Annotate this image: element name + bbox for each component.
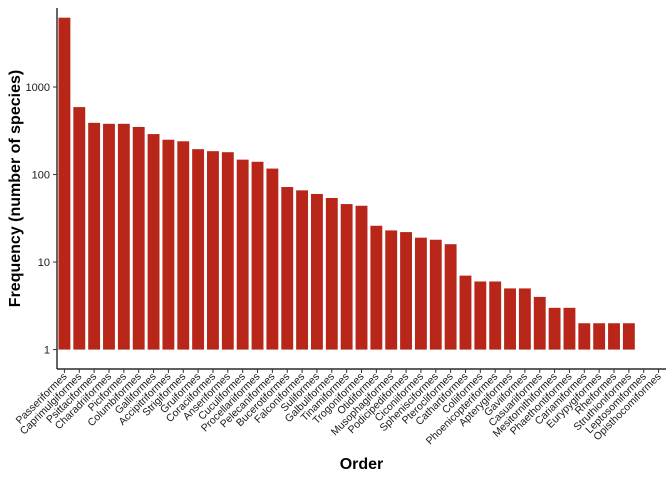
bars-group: [58, 17, 635, 350]
y-tick-label: 100: [32, 170, 50, 182]
bar-coraciiformes: [207, 151, 219, 350]
bar-passeriformes: [58, 17, 71, 350]
y-axis-title: Frequency (number of species): [7, 70, 24, 307]
bar-falconiformes: [296, 190, 309, 350]
bar-pelecaniformes: [266, 168, 279, 350]
bar-tinamiformes: [340, 204, 353, 350]
bar-columbiformes: [132, 126, 145, 350]
y-ticks-group: 1 10 100 1000: [26, 82, 57, 357]
bar-galliformes: [147, 134, 160, 350]
bar-pterocliformes: [444, 244, 457, 350]
bar-sphenisciformes: [429, 239, 442, 350]
bar-accipitriformes: [162, 139, 175, 350]
bar-rheiformes: [608, 323, 620, 350]
bar-cathartiformes: [459, 275, 472, 350]
y-tick-label: 10: [38, 257, 50, 269]
bar-phaethontiformes: [563, 307, 576, 350]
bar-anseriformes: [221, 152, 234, 350]
bar-phoenicopteriformes: [489, 281, 502, 350]
bar-ciconiiformes: [414, 237, 427, 350]
bar-caprimulgiformes: [73, 107, 86, 350]
bar-piciformes: [117, 123, 130, 350]
y-tick-label: 1000: [26, 82, 50, 94]
bar-strigiformes: [177, 141, 190, 350]
bar-eurypygiformes: [593, 323, 606, 350]
bar-bucerotiformes: [281, 187, 294, 350]
bar-apterygiformes: [504, 288, 516, 350]
x-ticks-group: PasseriformesCaprimulgiformesPsittacifor…: [14, 369, 664, 447]
bar-cariamiformes: [578, 323, 591, 350]
bar-procellariiformes: [251, 161, 264, 350]
bar-suliformes: [310, 193, 323, 350]
bar-otidiformes: [370, 225, 383, 350]
bar-mesitornithiformes: [548, 307, 561, 350]
bar-galbuliformes: [325, 197, 338, 350]
bar-psittaciformes: [88, 122, 101, 350]
bar-trogoniformes: [355, 205, 368, 350]
bar-coliiformes: [474, 281, 487, 350]
bar-gaviiformes: [518, 288, 531, 350]
bar-struthioniformes: [622, 323, 635, 350]
bar-casuariiformes: [533, 296, 546, 350]
y-tick-label: 1: [44, 345, 50, 357]
bar-podicipediformes: [400, 232, 413, 350]
bar-gruiformes: [192, 149, 205, 350]
bar-musophagiformes: [385, 230, 398, 350]
bar-charadriiformes: [103, 123, 115, 350]
x-axis-title: Order: [340, 456, 384, 473]
bar-cuculiformes: [236, 159, 249, 350]
